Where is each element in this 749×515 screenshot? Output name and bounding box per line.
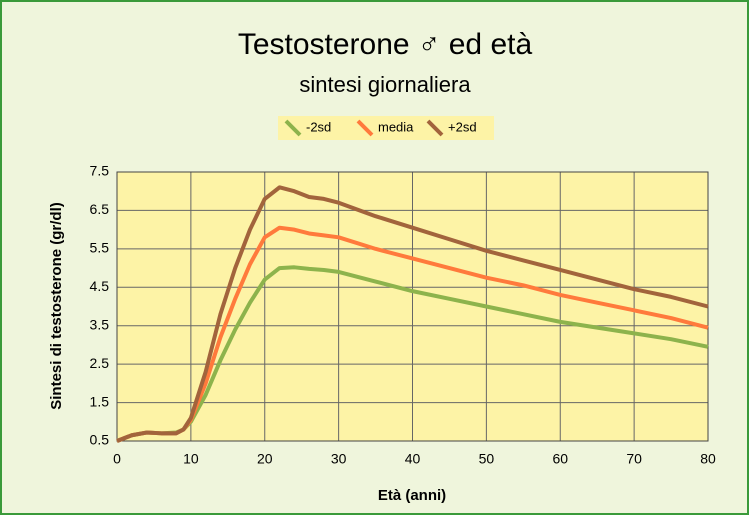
legend-label: media	[378, 119, 414, 134]
legend-label: -2sd	[306, 119, 331, 134]
x-tick-label: 20	[257, 451, 273, 467]
legend-swatch	[356, 119, 374, 137]
x-tick-label: 60	[552, 451, 568, 467]
y-tick-label: 2.5	[90, 355, 110, 371]
x-tick-label: 50	[479, 451, 495, 467]
y-tick-label: 0.5	[90, 432, 110, 448]
y-axis-label: Sintesi di testosterone (gr/dl)	[48, 202, 65, 410]
y-tick-label: 3.5	[90, 316, 110, 332]
y-tick-label: 6.5	[90, 201, 110, 217]
legend-swatch	[426, 119, 444, 137]
y-tick-label: 7.5	[90, 163, 110, 179]
y-tick-label: 1.5	[90, 393, 110, 409]
x-tick-label: 30	[331, 451, 347, 467]
data-line	[116, 185, 709, 443]
chart-subtitle: sintesi giornaliera	[299, 72, 471, 97]
chart-title: Testosterone ♂ ed età	[238, 28, 533, 61]
legend-box	[278, 116, 494, 140]
x-tick-label: 0	[113, 451, 121, 467]
y-tick-label: 4.5	[90, 278, 110, 294]
x-tick-label: 80	[700, 451, 716, 467]
x-axis-label: Età (anni)	[378, 487, 446, 504]
legend-swatch	[284, 119, 302, 137]
y-tick-label: 5.5	[90, 240, 110, 256]
x-tick-label: 40	[405, 451, 421, 467]
x-tick-label: 70	[626, 451, 642, 467]
legend-label: +2sd	[448, 119, 477, 134]
x-tick-label: 10	[183, 451, 199, 467]
